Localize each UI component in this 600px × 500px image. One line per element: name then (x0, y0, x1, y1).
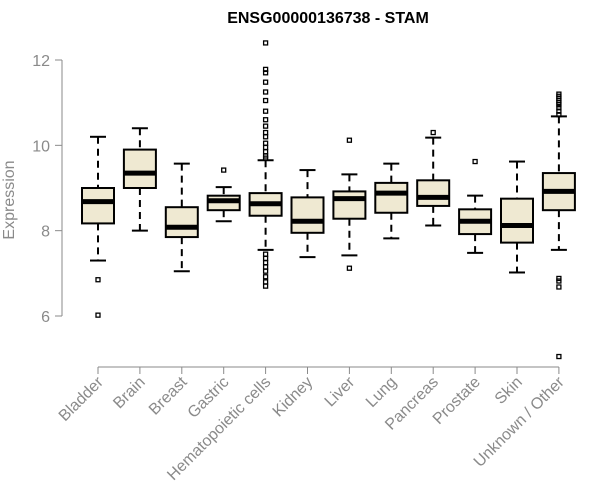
y-tick-label: 8 (41, 224, 50, 241)
outlier-point (472, 158, 478, 165)
x-tick-label: Brain (110, 374, 148, 412)
outlier-point (556, 111, 562, 118)
outlier-point (346, 137, 353, 143)
y-axis-label: Expression (1, 160, 18, 239)
iqr-box (416, 179, 451, 207)
outlier-point (346, 265, 353, 271)
chart-title: ENSG00000136738 - STAM (227, 10, 429, 27)
box-pancreas (416, 129, 451, 227)
outlier-point (262, 279, 269, 285)
outlier-point (556, 353, 562, 360)
iqr-box (500, 197, 534, 244)
iqr-box (122, 148, 157, 190)
outlier-point (262, 144, 269, 151)
outlier-point (262, 268, 269, 274)
box-prostate (458, 158, 493, 254)
box-hematopoietic-cells (248, 40, 283, 289)
outlier-point (262, 251, 269, 257)
x-tick-label: Breast (146, 373, 191, 418)
y-axis: 6 8 10 12 (32, 53, 63, 326)
box-series (81, 40, 576, 360)
outlier-point (262, 70, 269, 76)
outlier-point (95, 277, 101, 283)
outlier-point (262, 140, 269, 146)
outlier-point (262, 97, 269, 104)
box-breast (164, 162, 199, 273)
iqr-box (290, 196, 325, 234)
box-gastric (206, 167, 241, 223)
outlier-point (262, 123, 269, 129)
box-brain (122, 127, 157, 232)
outlier-point (95, 312, 101, 318)
y-tick-label: 6 (41, 309, 50, 326)
iqr-box (332, 190, 367, 220)
iqr-box (164, 206, 199, 239)
outlier-point (262, 40, 269, 46)
iqr-box (374, 181, 409, 214)
outlier-point (262, 129, 269, 136)
y-tick-label: 12 (32, 53, 50, 70)
box-bladder (81, 135, 115, 318)
outlier-point (262, 89, 269, 95)
outlier-point (262, 274, 269, 280)
x-tick-label: Skin (492, 374, 526, 408)
outlier-point (262, 260, 269, 266)
box-liver (332, 137, 367, 271)
outlier-point (262, 117, 269, 123)
x-tick-label: Kidney (270, 374, 317, 421)
x-tick-label: Lung (363, 374, 400, 411)
box-skin (500, 160, 534, 274)
outlier-point (556, 284, 562, 290)
outlier-point (262, 283, 269, 289)
outlier-point (556, 102, 562, 108)
outlier-point (262, 108, 269, 114)
x-tick-label: Bladder (56, 373, 107, 424)
box-lung (374, 162, 409, 240)
outlier-point (262, 79, 269, 85)
y-tick-label: 10 (32, 138, 50, 155)
outlier-point (262, 255, 269, 262)
outlier-point (262, 264, 269, 270)
outlier-point (262, 134, 269, 140)
box-unknown-other (541, 91, 576, 360)
outlier-point (262, 155, 269, 161)
x-tick-label: Liver (322, 373, 359, 410)
iqr-box (81, 187, 115, 225)
outlier-point (221, 167, 227, 173)
box-kidney (290, 169, 325, 259)
outlier-point (430, 129, 436, 136)
outlier-point (262, 149, 269, 155)
outlier-point (556, 278, 562, 284)
